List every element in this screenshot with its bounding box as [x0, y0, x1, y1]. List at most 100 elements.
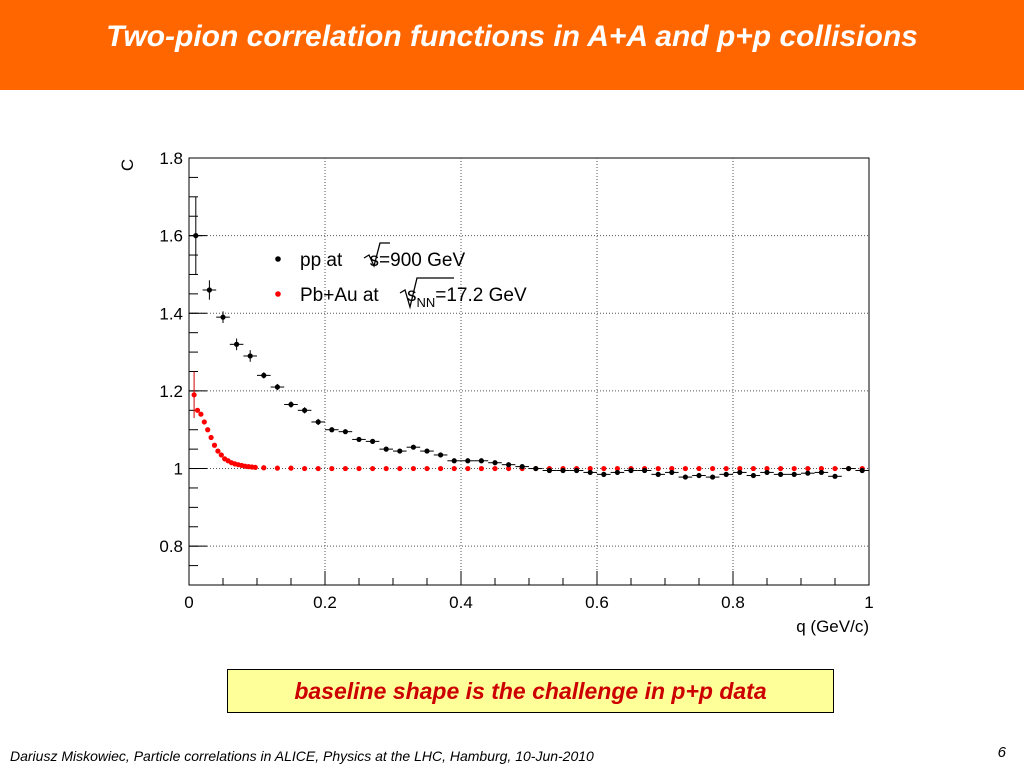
pbau-data-point [211, 442, 218, 448]
pbau-data-point [438, 465, 444, 472]
pp-data-point [546, 467, 552, 474]
pbau-data-point [601, 465, 607, 472]
plot-frame [188, 157, 870, 586]
axis-ticks [188, 157, 870, 585]
pbau-data-point [669, 465, 675, 472]
pbau-data-point [288, 465, 294, 471]
pbau-data-point [261, 465, 267, 471]
pp-data-point [723, 471, 729, 477]
legend-label-pp: pp at s=900 GeV [300, 250, 465, 271]
pbau-data-point [215, 448, 221, 454]
pbau-data-point [274, 465, 280, 471]
pbau-data-point [218, 452, 224, 458]
pp-data-point [737, 469, 743, 476]
pp-data-point [750, 472, 757, 479]
pp-data-point [682, 474, 689, 480]
pbau-data-point [764, 465, 770, 472]
x-axis-label: q (GeV/c) [796, 617, 869, 636]
pp-data-point [859, 467, 865, 474]
pp-data-point [628, 467, 634, 474]
correlation-chart: 0 0.2 0.4 0.6 0.8 1 0.8 1 1.2 1.4 1.6 1.8 C q (GeV/… [118, 149, 874, 636]
pbau-data-point [397, 465, 403, 472]
pbau-data-point [198, 411, 204, 417]
pp-data-point [438, 452, 444, 458]
pbau-data-point [329, 465, 335, 472]
pbau-data-point [492, 465, 498, 472]
x-tick-label: 0.8 [721, 593, 745, 612]
pp-data-point [574, 467, 580, 474]
pp-data-point [383, 446, 389, 452]
pp-data-point [805, 470, 811, 476]
x-tick-label: 0.2 [313, 593, 337, 612]
pp-data-point [506, 462, 512, 468]
pp-data-point [560, 467, 566, 474]
pbau-data-point [302, 465, 308, 472]
pbau-data-point [655, 465, 661, 472]
x-tick-label: 0 [184, 593, 193, 612]
pp-data-point [342, 429, 348, 435]
pbau-data-point [342, 465, 348, 472]
pbau-data-point [710, 465, 716, 472]
pp-data-point [451, 458, 457, 464]
legend-marker-pp [275, 256, 281, 262]
pp-data-point [288, 401, 294, 408]
pp-data-point [696, 472, 702, 479]
pp-data-point [601, 471, 607, 477]
pp-data-point [492, 460, 498, 466]
pbau-data-point [194, 407, 201, 413]
title-bar [0, 0, 1024, 90]
pbau-data-point [370, 465, 376, 472]
pp-data-point [832, 473, 838, 479]
x-tick-label: 0.4 [449, 593, 473, 612]
x-tick-label: 1 [864, 593, 873, 612]
pbau-data-point [587, 465, 593, 472]
pp-data-point [397, 448, 403, 454]
pbau-data-point [201, 419, 207, 425]
pp-data-point [710, 474, 716, 480]
pbau-data-point [818, 465, 825, 472]
page-number: 6 [997, 744, 1006, 761]
pp-data-point [261, 372, 267, 378]
tick-labels: 0 0.2 0.4 0.6 0.8 1 0.8 1 1.2 1.4 1.6 1.8 [159, 149, 873, 612]
pp-data-point [329, 427, 335, 433]
pp-data-point [410, 444, 416, 450]
pp-data-point [846, 465, 852, 472]
pbau-data-point [205, 427, 211, 433]
x-tick-label: 0.6 [585, 593, 609, 612]
pp-data-point [193, 233, 199, 239]
pp-data-point [614, 469, 621, 476]
pp-data-point [778, 471, 784, 477]
pp-data-point [519, 464, 525, 470]
pp-data-point [370, 438, 376, 444]
callout-box: baseline shape is the challenge in p+p d… [227, 669, 834, 713]
pbau-data-point [356, 465, 362, 472]
pp-data-point [356, 436, 362, 443]
pbau-data-point [252, 464, 258, 470]
pp-data-point [424, 448, 430, 454]
pbau-data-point [832, 465, 838, 472]
footer-text: Dariusz Miskowiec, Particle correlations… [10, 748, 594, 764]
series-pbau [191, 371, 865, 472]
series-pp [189, 196, 869, 480]
pbau-data-point [737, 465, 743, 472]
pp-data-point [465, 458, 471, 464]
y-tick-label: 1.2 [159, 382, 183, 401]
pbau-data-point [614, 465, 621, 472]
pbau-data-point [750, 465, 757, 472]
y-axis-label: C [118, 159, 137, 171]
legend-label-pbau: Pb+Au at sNN=17.2 GeV [300, 285, 527, 310]
pp-data-point [234, 341, 240, 347]
pbau-data-point [478, 465, 484, 472]
y-tick-label: 1 [174, 460, 183, 479]
pp-data-point [642, 467, 648, 474]
pbau-data-point [191, 392, 197, 398]
pp-data-point [669, 469, 675, 476]
pp-data-point [818, 469, 825, 476]
slide-title: Two-pion correlation functions in A+A an… [106, 20, 918, 53]
y-tick-label: 1.4 [159, 304, 183, 323]
pp-data-point [274, 384, 280, 390]
pp-data-point [764, 469, 770, 476]
pbau-data-point [410, 465, 416, 472]
pp-data-point [655, 471, 661, 477]
pbau-data-point [315, 465, 321, 472]
